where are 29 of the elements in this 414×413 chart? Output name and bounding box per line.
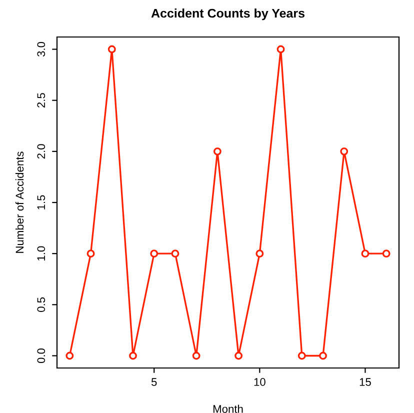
y-tick-label: 2.5 — [37, 93, 46, 108]
point — [340, 147, 348, 156]
y-tick-label: 1.5 — [37, 195, 46, 210]
point — [129, 352, 137, 360]
y-tick-label: 1.0 — [37, 246, 46, 260]
y-tick-label: 0.5 — [37, 297, 46, 312]
point — [171, 250, 180, 258]
y-axis-title: Number of Accidents — [15, 152, 24, 253]
point — [213, 147, 222, 156]
x-tick-label: 5 — [151, 378, 157, 386]
point — [108, 45, 116, 54]
x-tick-label: 15 — [360, 378, 371, 386]
point — [298, 352, 306, 360]
point — [150, 250, 158, 258]
point — [276, 45, 285, 54]
point — [192, 352, 200, 360]
point — [361, 250, 370, 258]
point — [86, 250, 95, 258]
x-tick-label: 10 — [254, 378, 266, 386]
y-tick-label: 2.0 — [37, 144, 46, 159]
chart-title: Accident Counts by Years — [151, 8, 304, 20]
point — [234, 352, 243, 360]
y-tick-label: 0.0 — [37, 348, 46, 364]
point — [66, 352, 74, 360]
y-tick-label: 3.0 — [37, 42, 46, 57]
point — [319, 352, 327, 360]
point — [382, 250, 390, 258]
x-axis-title: Month — [213, 404, 243, 413]
point — [256, 250, 264, 258]
